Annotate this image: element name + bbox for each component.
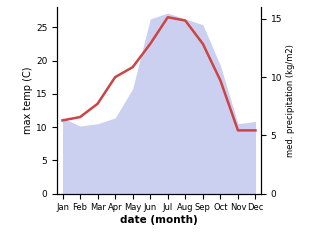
Y-axis label: max temp (C): max temp (C)	[23, 67, 33, 134]
Y-axis label: med. precipitation (kg/m2): med. precipitation (kg/m2)	[286, 44, 295, 157]
X-axis label: date (month): date (month)	[120, 215, 198, 225]
